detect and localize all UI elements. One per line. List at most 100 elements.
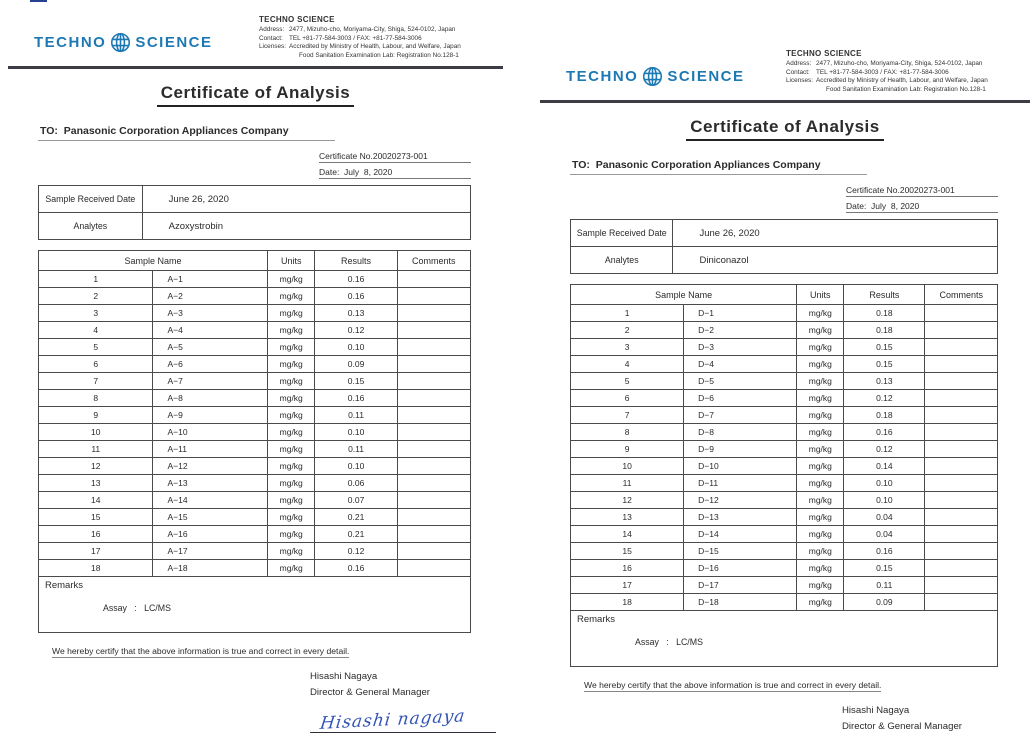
units-value: mg/kg [266,474,316,493]
row-number: 1 [37,270,154,289]
units-value: mg/kg [266,372,316,391]
sample-name: A−13 [152,474,268,493]
sample-row: 16 D−16 mg/kg 0.15 [569,559,998,578]
licenses-label: Licenses: [259,43,286,51]
units-value: mg/kg [796,542,845,561]
comment-cell [924,525,998,544]
sample-row: 17 A−17 mg/kg 0.12 [37,542,472,561]
result-value: 0.13 [314,304,398,323]
result-value: 0.10 [314,457,398,476]
sample-name: A−4 [152,321,268,340]
units-value: mg/kg [266,559,316,578]
sample-row: 3 A−3 mg/kg 0.13 [37,304,472,323]
result-value: 0.04 [843,525,926,544]
row-number: 10 [37,423,154,442]
units-value: mg/kg [796,389,845,408]
sample-name: D−5 [683,372,798,391]
company-contact-line: Contact: TEL +81-77-584-3003 / FAX: +81-… [259,35,491,43]
sample-row: 9 A−9 mg/kg 0.11 [37,406,472,425]
result-value: 0.11 [843,576,926,595]
header-sample-name: Sample Name [38,250,268,272]
to-line: TO: Panasonic Corporation Appliances Com… [570,155,998,176]
units-value: mg/kg [796,491,845,510]
comment-cell [924,559,998,578]
row-number: 9 [37,406,154,425]
results-table: Sample Name Units Results Comments 1 A−1 m… [37,250,472,578]
licenses-label: Licenses: [786,77,813,85]
sample-row: 15 D−15 mg/kg 0.16 [569,542,998,561]
signature-block: Hisashi Nagaya Director & General Manage… [842,705,1031,738]
units-value: mg/kg [266,355,316,374]
sample-name: A−11 [152,440,268,459]
received-date-value: June 26, 2020 [141,185,472,214]
signature-block: Hisashi Nagaya Director & General Manage… [310,671,510,734]
comment-cell [924,474,998,493]
units-value: mg/kg [266,406,316,425]
analytes-row: Analytes Azoxystrobin [38,212,472,241]
row-number: 10 [569,457,685,476]
analyte-value: Azoxystrobin [141,212,472,241]
comment-cell [924,440,998,459]
sample-name: D−17 [683,576,798,595]
received-date-label: Sample Received Date [569,219,674,248]
sample-name: D−13 [683,508,798,527]
result-value: 0.09 [843,593,926,612]
comment-cell [396,423,472,442]
sample-name: A−10 [152,423,268,442]
units-value: mg/kg [266,525,316,544]
company-name: TECHNO SCIENCE [786,49,862,58]
company-info-block: TECHNO SCIENCE Address: 2477, Mizuho-cho… [786,49,1018,94]
analytes-label: Analytes [569,246,674,275]
company-info-block: TECHNO SCIENCE Address: 2477, Mizuho-cho… [259,15,491,60]
row-number: 8 [569,423,685,442]
sample-name: D−18 [683,593,798,612]
sample-name: D−2 [683,321,798,340]
comment-cell [924,304,998,323]
comment-cell [924,423,998,442]
result-value: 0.15 [314,372,398,391]
sample-row: 13 D−13 mg/kg 0.04 [569,508,998,527]
sample-row: 11 D−11 mg/kg 0.10 [569,474,998,493]
sample-row: 9 D−9 mg/kg 0.12 [569,440,998,459]
certificate-date: Date: July 8, 2020 [319,167,471,180]
units-value: mg/kg [266,321,316,340]
sample-name: D−9 [683,440,798,459]
contact-label: Contact: [259,34,283,42]
sample-name: D−10 [683,457,798,476]
units-value: mg/kg [796,457,845,476]
assay-line: Assay : LC/MS [635,637,703,648]
row-number: 17 [569,576,685,595]
sample-name: A−3 [152,304,268,323]
row-number: 11 [569,474,685,493]
to-text: TO: Panasonic Corporation Appliances Com… [38,125,335,142]
sample-row: 10 A−10 mg/kg 0.10 [37,423,472,442]
sample-row: 16 A−16 mg/kg 0.21 [37,525,472,544]
sample-name: D−11 [683,474,798,493]
header-comments: Comments [924,284,998,306]
assay-line: Assay : LC/MS [103,603,171,614]
sample-row: 12 D−12 mg/kg 0.10 [569,491,998,510]
row-number: 14 [37,491,154,510]
certify-text: We hereby certify that the above informa… [584,680,882,693]
sample-row: 7 A−7 mg/kg 0.15 [37,372,472,391]
sample-row: 11 A−11 mg/kg 0.11 [37,440,472,459]
sample-name: A−7 [152,372,268,391]
sample-name: A−2 [152,287,268,306]
row-number: 6 [37,355,154,374]
address-value: 2477, Mizuho-cho, Moriyama-City, Shiga, … [816,60,983,68]
company-name: TECHNO SCIENCE [259,15,335,24]
result-value: 0.12 [843,440,926,459]
result-value: 0.14 [843,457,926,476]
units-value: mg/kg [796,372,845,391]
sample-name: D−8 [683,423,798,442]
row-number: 7 [37,372,154,391]
units-value: mg/kg [796,440,845,459]
remarks-box: Remarks Assay : LC/MS [570,611,998,668]
result-value: 0.11 [314,406,398,425]
row-number: 8 [37,389,154,408]
units-value: mg/kg [796,576,845,595]
sample-row: 3 D−3 mg/kg 0.15 [569,338,998,357]
result-value: 0.12 [843,389,926,408]
comment-cell [924,389,998,408]
